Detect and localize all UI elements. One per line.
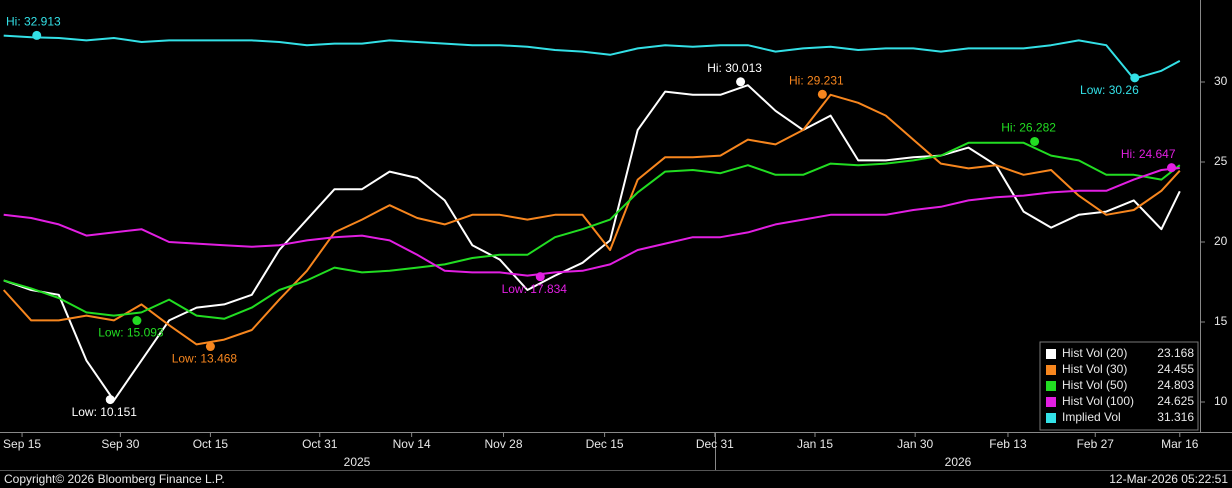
y-tick-label: 20 <box>1214 234 1228 248</box>
timestamp: 12-Mar-2026 05:22:51 <box>1109 472 1228 486</box>
extreme-label: Hi: 32.913 <box>6 15 61 29</box>
extreme-marker <box>817 89 827 99</box>
series-line <box>2 93 1181 346</box>
y-tick-label: 30 <box>1214 74 1228 88</box>
x-tick-label: Jan 15 <box>797 437 833 451</box>
legend-value: 24.625 <box>1157 394 1194 408</box>
extreme-marker <box>1030 136 1040 146</box>
x-tick-label: Dec 15 <box>586 437 624 451</box>
year-label: 2026 <box>945 455 972 469</box>
extreme-label: Low: 10.151 <box>72 405 138 419</box>
y-tick-label: 25 <box>1214 154 1228 168</box>
series-line <box>3 84 1181 402</box>
legend-label: Hist Vol (20) <box>1062 346 1127 360</box>
x-tick-label: Oct 31 <box>302 437 338 451</box>
legend-swatch <box>1046 381 1056 391</box>
series-line <box>3 167 1180 277</box>
x-tick-label: Feb 13 <box>989 437 1027 451</box>
legend-swatch <box>1046 413 1056 423</box>
series-line <box>3 141 1181 320</box>
y-tick-label: 15 <box>1214 314 1228 328</box>
legend-box <box>1039 341 1199 431</box>
legend-label: Implied Vol <box>1062 410 1121 424</box>
extreme-marker <box>736 77 746 87</box>
extreme-label: Hi: 24.647 <box>1121 147 1176 161</box>
legend-value: 31.316 <box>1157 410 1194 424</box>
legend-label: Hist Vol (50) <box>1062 378 1127 392</box>
extreme-label: Low: 17.834 <box>502 282 568 296</box>
legend-label: Hist Vol (100) <box>1062 394 1134 408</box>
extreme-marker <box>105 395 115 405</box>
extreme-label: Hi: 30.013 <box>707 61 762 75</box>
x-tick-label: Nov 14 <box>393 437 431 451</box>
x-tick-label: Oct 15 <box>193 437 229 451</box>
x-tick-label: Nov 28 <box>485 437 523 451</box>
extreme-label: Hi: 26.282 <box>1001 121 1056 135</box>
x-tick-label: Sep 30 <box>101 437 139 451</box>
extreme-marker <box>205 342 215 352</box>
legend-value: 24.803 <box>1157 378 1194 392</box>
x-tick-label: Sep 15 <box>3 437 41 451</box>
legend-value: 24.455 <box>1157 362 1194 376</box>
x-tick-label: Feb 27 <box>1077 437 1115 451</box>
legend-swatch <box>1046 397 1056 407</box>
legend-swatch <box>1046 365 1056 375</box>
x-tick-label: Jan 30 <box>897 437 933 451</box>
extreme-label: Low: 15.093 <box>98 326 164 340</box>
series-line <box>3 34 1181 80</box>
year-label: 2025 <box>344 455 371 469</box>
extreme-label: Low: 30.26 <box>1080 83 1139 97</box>
extreme-marker <box>1167 163 1177 173</box>
extreme-marker <box>132 316 142 326</box>
copyright: Copyright© 2026 Bloomberg Finance L.P. <box>4 472 225 486</box>
y-tick-label: 10 <box>1214 394 1228 408</box>
extreme-label: Hi: 29.231 <box>789 73 844 87</box>
extreme-marker <box>535 272 545 282</box>
x-tick-label: Dec 31 <box>696 437 734 451</box>
legend-swatch <box>1046 349 1056 359</box>
extreme-marker <box>32 30 42 40</box>
legend-label: Hist Vol (30) <box>1062 362 1127 376</box>
x-tick-label: Mar 16 <box>1161 437 1199 451</box>
extreme-label: Low: 13.468 <box>172 352 238 366</box>
extreme-marker <box>1130 73 1140 83</box>
legend-value: 23.168 <box>1157 346 1194 360</box>
